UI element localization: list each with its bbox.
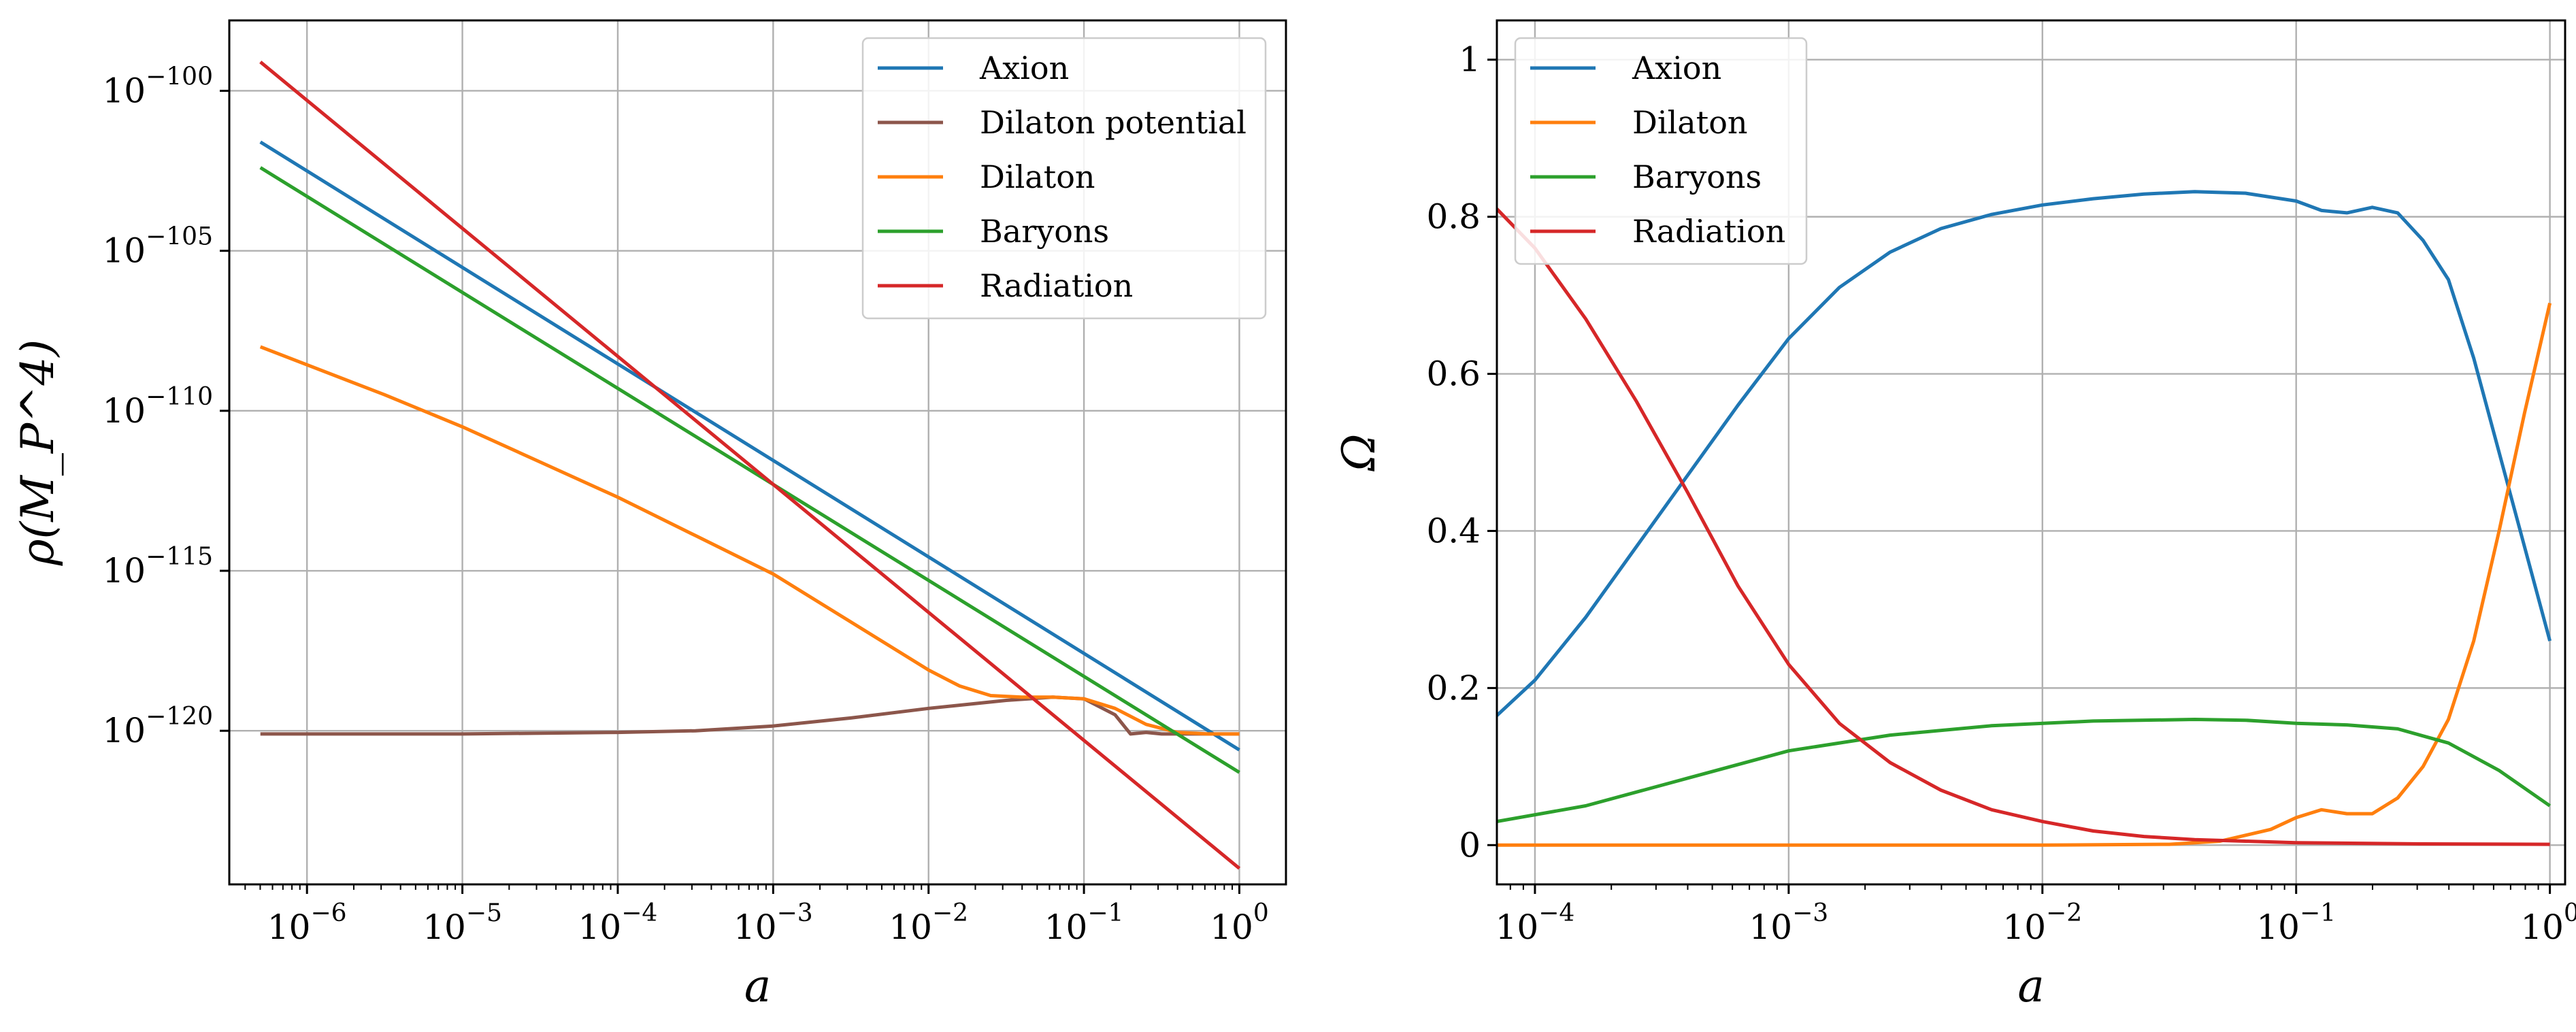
y-tick-label: 10−105 xyxy=(102,223,213,271)
legend-entry-label: Dilaton xyxy=(1632,104,1748,141)
x-tick-label: 100 xyxy=(1210,899,1269,947)
x-tick-base: 10 xyxy=(2520,908,2564,947)
x-tick-base: 10 xyxy=(733,908,777,947)
y-tick-label: 0.8 xyxy=(1426,197,1481,237)
legend-entry-label: Radiation xyxy=(1632,213,1785,250)
legend-entry-label: Axion xyxy=(979,50,1069,86)
x-tick-exponent: −4 xyxy=(621,899,657,927)
series-line-radiation xyxy=(1497,207,2550,846)
series-line-axion xyxy=(259,140,1240,752)
x-tick-exponent: −6 xyxy=(310,899,346,927)
left-chart-density: 10−6 10−5 10−4 10−3 10−2 10−1 10010−10010−1051… xyxy=(12,19,1287,1012)
y-tick-exponent: −100 xyxy=(146,63,213,90)
y-tick-exponent: −110 xyxy=(146,383,213,411)
y-tick-exponent: −115 xyxy=(146,543,213,571)
y-tick-exponent: −105 xyxy=(146,223,213,251)
y-tick-label: 10−120 xyxy=(102,703,213,750)
x-tick-label: 10−3 xyxy=(1749,899,1829,947)
series-line-radiation xyxy=(259,61,1241,870)
x-tick-exponent: −4 xyxy=(1538,899,1574,927)
legend-frame xyxy=(1514,37,1808,265)
x-tick-label: 10−1 xyxy=(2256,899,2336,947)
legend: Axion Dilaton potential Dilaton Baryons Radi… xyxy=(861,37,1267,320)
x-tick-label: 10−6 xyxy=(267,899,347,947)
series-line-baryons xyxy=(1497,718,2552,824)
legend: Axion Dilaton Baryons Radiation xyxy=(1514,37,1808,265)
x-tick-base: 10 xyxy=(423,908,466,947)
legend-entry-label: Axion xyxy=(1632,50,1721,86)
series-line-dilaton xyxy=(1497,303,2552,847)
x-tick-exponent: −2 xyxy=(932,899,968,927)
y-tick-exponent: −120 xyxy=(146,703,213,731)
x-tick-exponent: −3 xyxy=(1792,899,1828,927)
x-tick-label: 10−5 xyxy=(423,899,502,947)
x-tick-exponent: −1 xyxy=(1087,899,1123,927)
legend-frame xyxy=(861,37,1267,320)
x-tick-base: 10 xyxy=(2002,908,2046,947)
x-tick-base: 10 xyxy=(2256,908,2300,947)
y-tick-label: 1 xyxy=(1459,40,1481,80)
x-tick-label: 10−2 xyxy=(889,899,968,947)
series-line-axion xyxy=(1497,190,2552,717)
x-tick-exponent: −5 xyxy=(466,899,502,927)
y-tick-base: 10 xyxy=(102,231,146,271)
x-axis-label: a xyxy=(744,960,771,1012)
x-tick-label: 10−1 xyxy=(1044,899,1124,947)
series-line-baryons xyxy=(259,166,1240,774)
x-axis-label: a xyxy=(2017,960,2044,1012)
x-tick-label: 10−4 xyxy=(578,899,658,947)
x-tick-base: 10 xyxy=(1044,908,1088,947)
y-axis: 0 0.2 0.4 0.6 0.8 1 xyxy=(1426,40,1497,865)
y-tick-label: 0 xyxy=(1459,825,1481,865)
x-tick-label: 10−4 xyxy=(1496,899,1575,947)
y-axis-label: Ω xyxy=(1333,434,1385,472)
x-tick-base: 10 xyxy=(578,908,622,947)
y-tick-base: 10 xyxy=(102,71,146,110)
x-tick-label: 100 xyxy=(2520,899,2576,947)
x-tick-base: 10 xyxy=(267,908,311,947)
y-tick-label: 10−110 xyxy=(102,383,213,431)
y-tick-label: 0.4 xyxy=(1426,511,1481,550)
y-axis-label: ρ(M_P^4) xyxy=(12,339,64,567)
y-tick-label: 10−115 xyxy=(102,543,213,590)
series-group xyxy=(1497,190,2552,847)
legend-entry-label: Baryons xyxy=(980,213,1109,250)
x-tick-exponent: −3 xyxy=(777,899,813,927)
x-axis: 10−6 10−5 10−4 10−3 10−2 10−1 100 xyxy=(244,884,1269,947)
series-line-dilaton xyxy=(259,345,1240,736)
y-tick-base: 10 xyxy=(102,551,146,590)
y-tick-label: 10−100 xyxy=(102,63,213,110)
y-tick-base: 10 xyxy=(102,711,146,750)
x-tick-base: 10 xyxy=(889,908,932,947)
y-tick-base: 10 xyxy=(102,391,146,431)
x-tick-exponent: 0 xyxy=(1253,899,1269,927)
y-tick-label: 0.2 xyxy=(1426,668,1481,708)
x-tick-base: 10 xyxy=(1749,908,1793,947)
x-tick-exponent: 0 xyxy=(2564,899,2576,927)
x-tick-label: 10−3 xyxy=(733,899,813,947)
x-tick-base: 10 xyxy=(1496,908,1539,947)
x-tick-label: 10−2 xyxy=(2002,899,2082,947)
x-axis: 10−4 10−3 10−2 10−1 100 xyxy=(1496,884,2576,947)
legend-entry-label: Baryons xyxy=(1632,159,1762,195)
x-tick-exponent: −2 xyxy=(2046,899,2082,927)
legend-entry-label: Dilaton xyxy=(980,159,1095,195)
y-tick-label: 0.6 xyxy=(1426,354,1481,394)
legend-entry-label: Radiation xyxy=(980,267,1133,304)
legend-entry-label: Dilaton potential xyxy=(980,104,1246,141)
series-group xyxy=(259,61,1241,870)
right-chart-density-parameter: 10−4 10−3 10−2 10−1 10000.20.40.60.81aΩAxion… xyxy=(1333,19,2576,1012)
x-tick-base: 10 xyxy=(1210,908,1253,947)
x-tick-exponent: −1 xyxy=(2300,899,2336,927)
